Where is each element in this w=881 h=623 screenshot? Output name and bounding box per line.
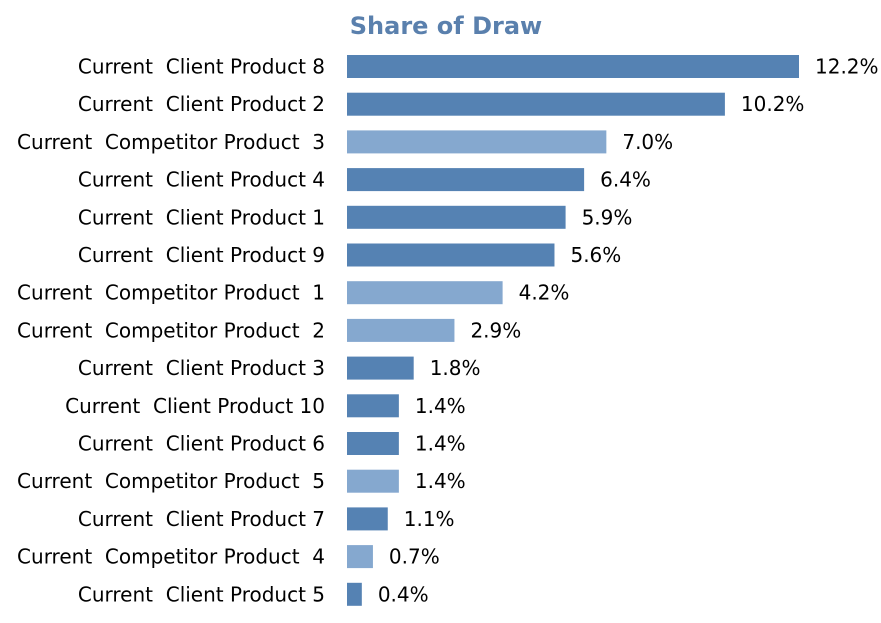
value-label: 12.2%	[815, 55, 879, 79]
bar	[347, 432, 399, 455]
category-label: Current Client Product 6	[78, 432, 325, 456]
value-label: 5.9%	[582, 205, 633, 229]
value-label: 2.9%	[470, 318, 521, 342]
value-label: 0.4%	[378, 582, 429, 606]
category-label: Current Client Product 10	[65, 394, 325, 418]
value-label: 1.8%	[430, 356, 481, 380]
category-label: Current Client Product 4	[78, 168, 325, 192]
value-label: 5.6%	[570, 243, 621, 267]
bar	[347, 356, 414, 380]
bar	[347, 281, 503, 305]
value-label: 4.2%	[519, 281, 570, 305]
category-label: Current Client Product 1	[78, 205, 325, 229]
value-label: 1.4%	[415, 394, 466, 418]
bar	[347, 130, 607, 154]
category-label: Current Competitor Product 1	[17, 281, 325, 305]
category-label: Current Competitor Product 5	[17, 469, 325, 493]
value-label: 7.0%	[622, 130, 673, 154]
category-label: Current Client Product 9	[78, 243, 325, 267]
bar	[347, 92, 725, 116]
value-label: 6.4%	[600, 168, 651, 192]
bar	[347, 205, 566, 229]
category-label: Current Competitor Product 4	[17, 545, 325, 569]
bar	[347, 55, 799, 78]
bar	[347, 507, 388, 531]
value-label: 0.7%	[389, 545, 440, 569]
category-label: Current Competitor Product 3	[17, 130, 325, 154]
value-label: 1.1%	[404, 507, 455, 531]
value-label: 1.4%	[415, 469, 466, 493]
bar	[347, 545, 373, 569]
bar	[347, 582, 362, 606]
category-label: Current Client Product 7	[78, 507, 325, 531]
category-label: Current Client Product 8	[78, 55, 325, 79]
category-label: Current Competitor Product 2	[17, 318, 325, 342]
bar	[347, 469, 399, 493]
category-label: Current Client Product 2	[78, 92, 325, 116]
value-label: 1.4%	[415, 432, 466, 456]
bar	[347, 394, 399, 418]
category-label: Current Client Product 5	[78, 582, 325, 606]
value-label: 10.2%	[741, 92, 805, 116]
chart-title: Share of Draw	[350, 12, 542, 40]
bar	[347, 318, 455, 342]
bar	[347, 243, 555, 267]
category-label: Current Client Product 3	[78, 356, 325, 380]
bar	[347, 168, 585, 192]
bars-group: Current Client Product 8 12.2% Current Cli…	[17, 55, 879, 607]
